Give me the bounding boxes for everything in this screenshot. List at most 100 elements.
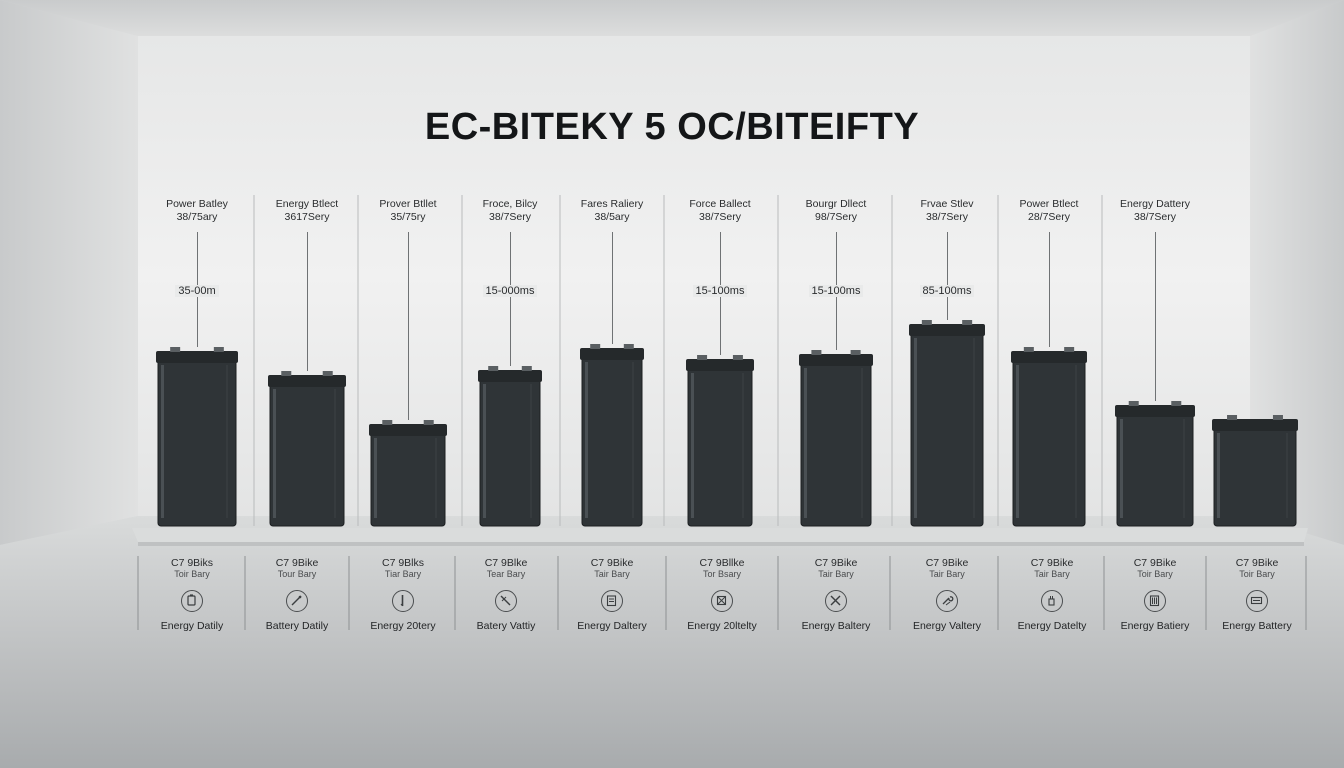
battery-body bbox=[910, 325, 984, 527]
spec-subtitle: Tair Bary bbox=[594, 569, 630, 579]
battery-terminal bbox=[921, 320, 932, 325]
battery-name-label: Power Batley 38/75ary bbox=[137, 198, 257, 224]
battery-terminal bbox=[382, 420, 393, 425]
battery-code: 38/7Sery bbox=[488, 211, 532, 223]
battery-terminal bbox=[1064, 347, 1075, 352]
battery-name-label: Energy Dattery 38/7Sery bbox=[1095, 198, 1215, 224]
battery-unit bbox=[1212, 415, 1298, 527]
crossed-tools-icon bbox=[825, 590, 847, 612]
battery-unit bbox=[799, 350, 873, 527]
spec-type: Energy Battery bbox=[1222, 620, 1292, 632]
battery-terminal bbox=[170, 347, 181, 352]
spec-type: Energy Baltery bbox=[801, 620, 871, 632]
battery-terminal bbox=[623, 344, 634, 349]
spec-subtitle: Tor Bsary bbox=[702, 569, 741, 579]
battery-name: Frvae Stlev bbox=[920, 198, 974, 210]
battery-highlight bbox=[374, 438, 377, 518]
battery-body bbox=[269, 376, 345, 527]
battery-terminal bbox=[811, 350, 822, 355]
spec-model: C7 9Blks bbox=[381, 557, 424, 569]
battery-terminal bbox=[732, 355, 743, 360]
battery-unit bbox=[580, 344, 644, 527]
metric-value: 35-00m bbox=[175, 285, 219, 297]
spec-type: Energy 20tery bbox=[370, 620, 436, 632]
pointer-line bbox=[1048, 232, 1050, 347]
battery-body bbox=[1213, 420, 1297, 527]
battery-unit bbox=[686, 355, 754, 527]
spec-card: C7 9Bike Tair Bary Energy Valtery bbox=[891, 557, 1003, 632]
battery-code: 98/7Sery bbox=[814, 211, 858, 223]
battery-terminal bbox=[697, 355, 708, 360]
metric-value: 15-000ms bbox=[482, 285, 538, 297]
battery-body bbox=[687, 360, 753, 527]
battery-code: 38/7Sery bbox=[1133, 211, 1177, 223]
battery-terminal bbox=[281, 371, 292, 376]
spec-card: C7 9Bike Toir Bary Energy Battery bbox=[1201, 557, 1313, 632]
spec-card: C7 9Bike Tair Bary Energy Baltery bbox=[780, 557, 892, 632]
battery-name: Fares Raliery bbox=[580, 198, 644, 210]
battery-highlight bbox=[914, 338, 917, 518]
crossed-box-icon bbox=[711, 590, 733, 612]
wrench-icon bbox=[936, 590, 958, 612]
battery-highlight bbox=[161, 365, 164, 518]
spec-card: C7 9Biks Toir Bary Energy Datily bbox=[136, 557, 248, 632]
battery-highlight bbox=[1120, 419, 1123, 518]
battery-name-label: Force Ballect 38/7Sery bbox=[660, 198, 780, 224]
battery-body bbox=[370, 425, 446, 527]
metric-label: 15-100ms bbox=[776, 285, 896, 297]
spec-card: C7 9Bllke Tor Bsary Energy 20ltelty bbox=[666, 557, 778, 632]
battery-name: Power Btlect bbox=[1019, 198, 1079, 210]
spec-model: C7 9Bike bbox=[275, 557, 319, 569]
pointer-line bbox=[1154, 232, 1156, 401]
battery-unit bbox=[1115, 401, 1195, 527]
no-entry-icon bbox=[495, 590, 517, 612]
battery-box-icon bbox=[181, 590, 203, 612]
spec-type: Batery Vattiy bbox=[476, 620, 536, 632]
spec-model: C7 9Bike bbox=[590, 557, 634, 569]
slash-tool-icon bbox=[286, 590, 308, 612]
metric-label: 15-000ms bbox=[450, 285, 570, 297]
battery-terminal bbox=[488, 366, 499, 371]
spec-type: Energy Datelty bbox=[1017, 620, 1087, 632]
plug-icon bbox=[1041, 590, 1063, 612]
clipboard-icon bbox=[601, 590, 623, 612]
battery-name-label: Frvae Stlev 38/7Sery bbox=[887, 198, 1007, 224]
spec-type: Battery Datily bbox=[265, 620, 329, 632]
battery-highlight bbox=[273, 389, 276, 518]
battery-unit bbox=[1011, 347, 1087, 527]
battery-lid bbox=[1115, 405, 1195, 417]
battery-terminal bbox=[521, 366, 532, 371]
metric-value: 15-100ms bbox=[692, 285, 748, 297]
battery-terminal bbox=[423, 420, 434, 425]
pencil-icon bbox=[392, 590, 414, 612]
metric-value: 15-100ms bbox=[808, 285, 864, 297]
spec-model: C7 9Blke bbox=[484, 557, 528, 569]
battery-unit bbox=[369, 420, 447, 527]
battery-name: Power Batley bbox=[166, 198, 228, 210]
spec-model: C7 9Bike bbox=[1235, 557, 1279, 569]
battery-unit bbox=[268, 371, 346, 527]
battery-body bbox=[1012, 352, 1086, 527]
battery-body bbox=[157, 352, 237, 527]
spec-model: C7 9Biks bbox=[170, 557, 213, 569]
spec-model: C7 9Bllke bbox=[699, 557, 745, 569]
battery-name-label: Froce, Bilcy 38/7Sery bbox=[450, 198, 570, 224]
battery-terminal bbox=[850, 350, 861, 355]
battery-code: 38/5ary bbox=[594, 211, 630, 223]
pointer-line bbox=[611, 232, 613, 344]
spec-model: C7 9Bike bbox=[1133, 557, 1177, 569]
spec-model: C7 9Bike bbox=[1030, 557, 1074, 569]
battery-name-label: Prover Btllet 35/75ry bbox=[348, 198, 468, 224]
battery-terminal bbox=[1272, 415, 1283, 420]
battery-terminal bbox=[590, 344, 601, 349]
battery-side-icon bbox=[1246, 590, 1268, 612]
spec-card: C7 9Blke Tear Bary Batery Vattiy bbox=[450, 557, 562, 632]
battery-lid bbox=[369, 424, 447, 436]
spec-type: Energy Daltery bbox=[577, 620, 647, 632]
metric-label: 85-100ms bbox=[887, 285, 1007, 297]
spec-model: C7 9Bike bbox=[925, 557, 969, 569]
battery-body bbox=[1116, 406, 1194, 527]
spec-subtitle: Tear Bary bbox=[486, 569, 526, 579]
battery-terminal bbox=[1023, 347, 1034, 352]
battery-lid bbox=[268, 375, 346, 387]
